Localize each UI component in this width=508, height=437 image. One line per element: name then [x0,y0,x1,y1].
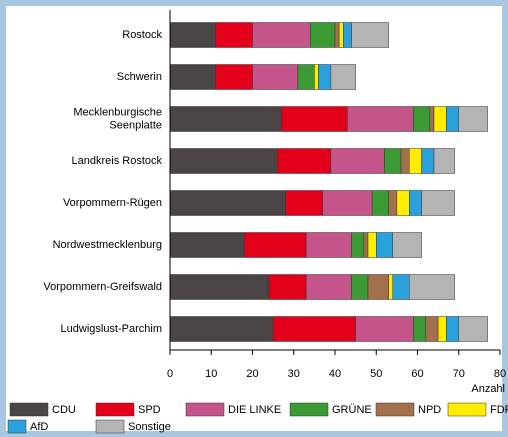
bar-segment [458,316,488,342]
bar-segment [437,316,447,342]
bar-segment [297,64,315,90]
y-tick-label: Vorpommern-Greifswald [43,281,162,293]
bar-segment [392,274,410,300]
bar-segment [330,64,356,90]
legend-label: Sonstige [128,421,171,433]
bar-segment [409,274,455,300]
legend-label: SPD [138,404,161,416]
bar-segment [343,22,352,48]
x-tick-label: 40 [329,368,341,380]
x-tick-label: 0 [167,368,173,380]
bar-segment [252,22,311,48]
bar-segment [446,316,459,342]
bar-segment [169,274,270,300]
bar-segment [215,64,253,90]
legend-swatch [375,402,415,417]
x-tick-label: 30 [288,368,300,380]
bar-segment [252,64,299,90]
bar-segment [272,316,356,342]
x-tick-label: 20 [246,368,258,380]
legend-swatch [95,419,125,434]
bar-segment [433,148,455,174]
bar-segment [429,106,435,132]
bar-segment [376,232,393,258]
bar-segment [215,22,253,48]
bar-segment [314,64,319,90]
bar-segment [351,22,389,48]
bar-segment [458,106,488,132]
x-tick-label: 80 [494,368,506,380]
bar-segment [305,232,352,258]
bar-segment [396,190,410,216]
bar-segment [169,106,282,132]
legend-swatch [447,402,487,417]
legend-label: DIE LINKE [228,404,281,416]
bar-segment [371,190,389,216]
bar-segment [384,148,402,174]
bar-segment [330,148,385,174]
x-tick-label: 10 [205,368,217,380]
legend-label: AfD [30,421,48,433]
legend-swatch [95,402,135,417]
legend-swatch [7,419,27,434]
bar-segment [334,22,340,48]
bar-segment [351,274,369,300]
bar-segment [425,316,439,342]
bar-segment [388,190,398,216]
bar-segment [318,64,332,90]
bar-segment [421,148,435,174]
bar-segment [409,190,422,216]
bar-segment [351,232,365,258]
x-tick-label: 70 [453,368,465,380]
bar-segment [413,106,431,132]
y-tick-label: Schwerin [117,71,162,83]
bar-segment [347,106,414,132]
legend-label: NPD [418,404,441,416]
bar-segment [367,274,389,300]
legend-label: GRÜNE [332,404,372,416]
bar-segment [169,232,245,258]
legend-swatch [9,402,49,417]
bar-segment [322,190,373,216]
bar-segment [169,316,274,342]
y-tick-label: Ludwigslust-Parchim [61,323,162,335]
bar-segment [388,274,393,300]
bar-segment [310,22,336,48]
legend-label: CDU [52,404,76,416]
bar-segment [169,22,216,48]
bar-segment [355,316,414,342]
bar-segment [169,190,286,216]
bar-segment [338,22,344,48]
bar-segment [446,106,459,132]
y-tick-label: Vorpommern-Rügen [63,197,162,209]
bar-segment [421,190,455,216]
bar-segment [413,316,426,342]
bar-segment [277,148,332,174]
bar-segment [305,274,352,300]
legend-label: FDP [490,404,508,416]
bar-segment [363,232,369,258]
x-tick-label: 50 [370,368,382,380]
legend-swatch [185,402,225,417]
bar-segment [400,148,410,174]
bar-segment [285,190,323,216]
bar-segment [169,148,278,174]
bar-segment [244,232,307,258]
bar-segment [367,232,377,258]
bar-segment [433,106,447,132]
y-tick-label: Nordwestmecklenburg [53,239,162,251]
y-tick-label: Mecklenburgische Seenplatte [73,106,162,131]
y-tick-label: Landkreis Rostock [72,155,163,167]
bar-segment [169,64,216,90]
x-tick-label: 60 [411,368,423,380]
bar-segment [392,232,422,258]
bar-segment [409,148,422,174]
y-tick-label: Rostock [122,29,162,41]
x-axis-label: Anzahl [471,383,505,395]
bar-segment [281,106,348,132]
bar-segment [268,274,307,300]
legend-swatch [289,402,329,417]
